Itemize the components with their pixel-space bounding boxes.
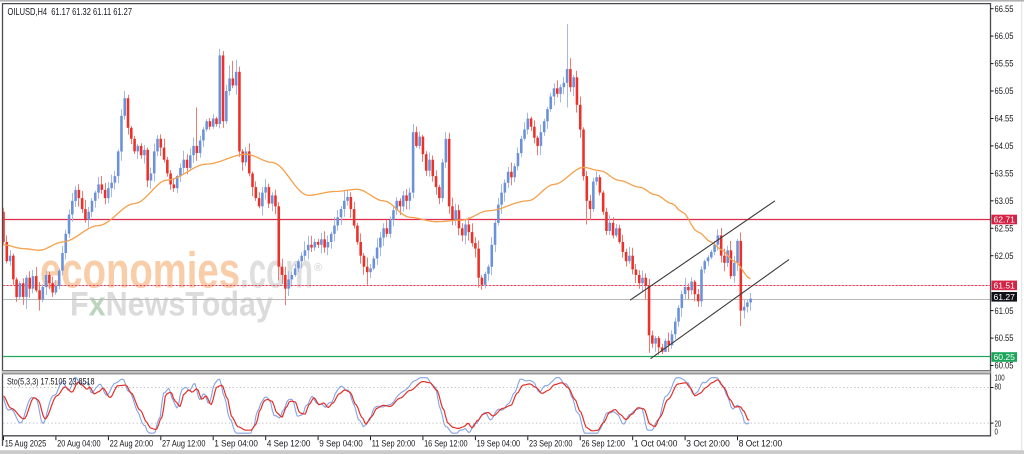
svg-text:80: 80 <box>995 381 1002 391</box>
svg-text:11 Sep 20:00: 11 Sep 20:00 <box>372 438 416 448</box>
svg-text:.com: .com <box>240 243 313 299</box>
svg-text:61.05: 61.05 <box>995 306 1014 316</box>
svg-text:61.51: 61.51 <box>993 280 1015 290</box>
svg-text:66.05: 66.05 <box>995 31 1014 41</box>
svg-text:FxNewsToday: FxNewsToday <box>70 286 273 324</box>
svg-text:62.55: 62.55 <box>995 223 1014 233</box>
svg-text:1 Oct 04:00: 1 Oct 04:00 <box>634 438 678 448</box>
svg-text:27 Aug 12:00: 27 Aug 12:00 <box>162 438 206 448</box>
svg-text:100: 100 <box>995 373 1005 383</box>
svg-text:62.71: 62.71 <box>993 215 1015 225</box>
svg-text:3 Oct 20:00: 3 Oct 20:00 <box>686 438 730 448</box>
svg-text:8 Oct 12:00: 8 Oct 12:00 <box>739 438 783 448</box>
svg-text:®: ® <box>314 262 322 274</box>
svg-text:64.05: 64.05 <box>995 141 1014 151</box>
svg-text:65.55: 65.55 <box>995 59 1014 69</box>
svg-text:19 Sep 04:00: 19 Sep 04:00 <box>477 438 521 448</box>
svg-text:26 Sep 12:00: 26 Sep 12:00 <box>581 438 625 448</box>
svg-text:0: 0 <box>995 427 999 437</box>
svg-text:economies: economies <box>40 243 240 299</box>
svg-text:20: 20 <box>995 419 1002 429</box>
svg-text:1 Sep 04:00: 1 Sep 04:00 <box>214 438 258 448</box>
svg-text:65.05: 65.05 <box>995 86 1014 96</box>
svg-text:63.55: 63.55 <box>995 169 1014 179</box>
svg-text:4 Sep 12:00: 4 Sep 12:00 <box>267 438 311 448</box>
svg-text:22 Aug 20:00: 22 Aug 20:00 <box>110 438 154 448</box>
svg-text:64.55: 64.55 <box>995 114 1014 124</box>
svg-text:15 Aug 2025: 15 Aug 2025 <box>5 438 47 448</box>
svg-text:60.25: 60.25 <box>993 352 1015 362</box>
svg-text:60.55: 60.55 <box>995 333 1014 343</box>
svg-text:61.27: 61.27 <box>993 292 1015 302</box>
svg-text:63.05: 63.05 <box>995 196 1014 206</box>
svg-text:66.55: 66.55 <box>995 4 1014 14</box>
svg-text:60.05: 60.05 <box>995 361 1014 371</box>
svg-text:62.05: 62.05 <box>995 251 1014 261</box>
svg-text:23 Sep 20:00: 23 Sep 20:00 <box>529 438 573 448</box>
svg-text:Sto(5,3,3) 17.5105 23.8518: Sto(5,3,3) 17.5105 23.8518 <box>7 377 95 387</box>
svg-text:OILUSD,H4 61.17 61.32 61.11 6: OILUSD,H4 61.17 61.32 61.11 61.27 <box>8 7 133 18</box>
svg-text:16 Sep 12:00: 16 Sep 12:00 <box>424 438 468 448</box>
svg-text:20 Aug 04:00: 20 Aug 04:00 <box>57 438 101 448</box>
svg-text:9 Sep 04:00: 9 Sep 04:00 <box>319 438 363 448</box>
